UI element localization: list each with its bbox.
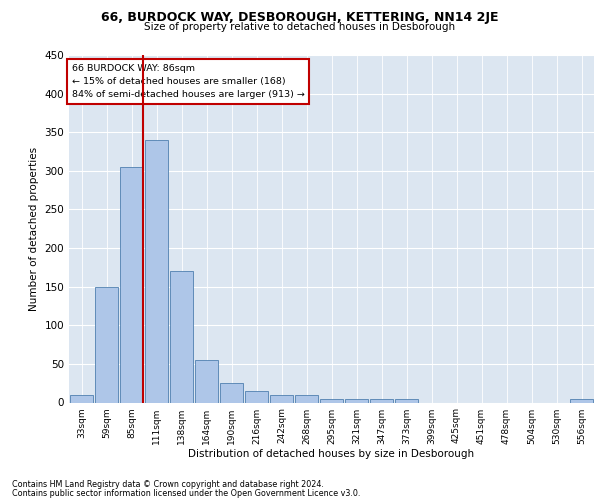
X-axis label: Distribution of detached houses by size in Desborough: Distribution of detached houses by size … <box>188 450 475 460</box>
Bar <box>70 395 93 402</box>
Bar <box>195 360 218 403</box>
Bar <box>295 395 318 402</box>
Bar <box>120 167 143 402</box>
Bar <box>270 395 293 402</box>
Bar <box>220 383 243 402</box>
Bar <box>170 271 193 402</box>
Text: 66, BURDOCK WAY, DESBOROUGH, KETTERING, NN14 2JE: 66, BURDOCK WAY, DESBOROUGH, KETTERING, … <box>101 11 499 24</box>
Bar <box>145 140 168 402</box>
Text: Size of property relative to detached houses in Desborough: Size of property relative to detached ho… <box>145 22 455 32</box>
Y-axis label: Number of detached properties: Number of detached properties <box>29 146 39 311</box>
Bar <box>95 286 118 403</box>
Text: Contains HM Land Registry data © Crown copyright and database right 2024.: Contains HM Land Registry data © Crown c… <box>12 480 324 489</box>
Bar <box>570 400 593 402</box>
Bar <box>345 400 368 402</box>
Text: Contains public sector information licensed under the Open Government Licence v3: Contains public sector information licen… <box>12 489 361 498</box>
Bar <box>395 400 418 402</box>
Bar <box>320 398 343 402</box>
Text: 66 BURDOCK WAY: 86sqm
← 15% of detached houses are smaller (168)
84% of semi-det: 66 BURDOCK WAY: 86sqm ← 15% of detached … <box>71 64 305 99</box>
Bar <box>245 391 268 402</box>
Bar <box>370 398 393 402</box>
